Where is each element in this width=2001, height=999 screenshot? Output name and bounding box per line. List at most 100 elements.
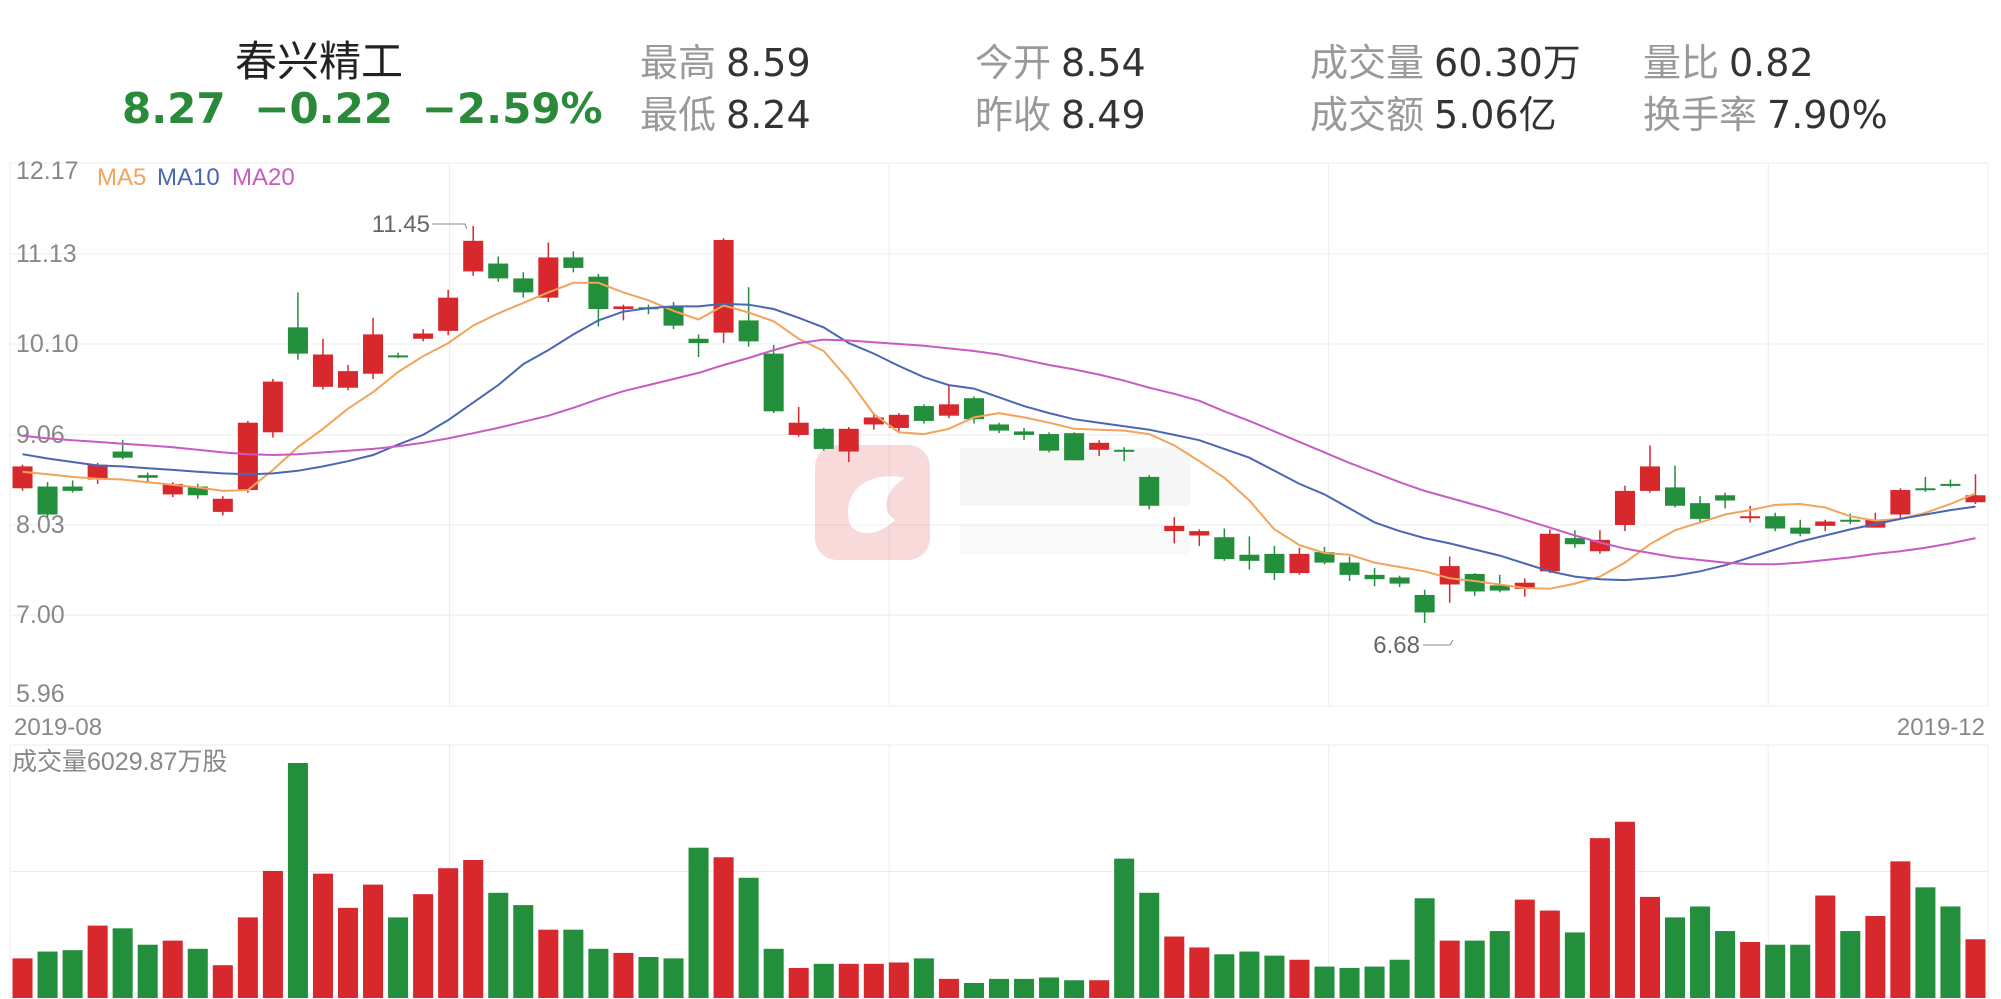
volume-bar	[563, 929, 584, 998]
volume-bar	[1414, 898, 1435, 998]
volume-bar	[162, 940, 183, 998]
volume-bar	[863, 963, 884, 998]
volume-bar	[1264, 955, 1285, 998]
volume-bar	[1489, 931, 1510, 998]
candle-body	[1039, 434, 1060, 451]
stat-value: 8.49	[1061, 93, 1146, 137]
candle	[337, 364, 359, 391]
volume-bar	[1364, 966, 1385, 998]
price-change-percent: −2.59%	[421, 84, 603, 133]
stat-value: 5.06亿	[1434, 93, 1557, 137]
candle-body	[37, 486, 58, 515]
volume-bar	[337, 907, 359, 998]
candle-body	[1715, 495, 1736, 501]
candle-body	[863, 417, 884, 425]
stat-label: 换手率	[1643, 93, 1758, 137]
candle	[1089, 440, 1110, 456]
candle-body	[713, 239, 734, 333]
volume-bar	[1314, 966, 1335, 998]
candle	[813, 427, 834, 451]
watermark-logo	[815, 445, 930, 560]
candle	[863, 413, 884, 430]
candle-body	[613, 306, 634, 310]
candle	[1614, 485, 1635, 532]
volume-bar	[1014, 978, 1035, 998]
volume-bar	[312, 873, 333, 998]
volume-bar	[688, 847, 709, 998]
candle-body	[388, 355, 409, 358]
volume-bar	[1564, 932, 1585, 998]
candle	[763, 344, 784, 414]
candle	[1815, 519, 1836, 532]
volume-bar	[1239, 951, 1260, 998]
volume-bar	[1614, 821, 1635, 998]
candle-body	[1389, 577, 1410, 584]
volume-bar	[1639, 896, 1661, 998]
stat-label: 最低	[640, 93, 717, 137]
candle	[1164, 517, 1185, 544]
volume-bar	[713, 857, 734, 998]
candle	[513, 272, 534, 298]
candle-body	[1539, 533, 1560, 572]
candle-body	[988, 424, 1010, 431]
volume-bar	[212, 965, 233, 998]
volume-layer	[12, 763, 1986, 998]
candle-body	[1239, 554, 1260, 561]
chart-labels: MA5 MA10 MA20 2019-08 2019-12 成交量6029.87…	[12, 164, 1985, 776]
candle-body	[363, 334, 384, 374]
candle-body	[838, 428, 859, 452]
volume-bar	[388, 917, 409, 998]
candle-body	[1189, 531, 1210, 536]
candle-body	[488, 263, 509, 279]
candle	[1464, 573, 1485, 596]
candle	[1039, 432, 1060, 453]
volume-bar	[963, 982, 984, 998]
candle-body	[563, 257, 584, 268]
volume-label: 成交量6029.87万股	[12, 748, 227, 776]
volume-bar	[1790, 944, 1811, 998]
candle	[1414, 589, 1435, 623]
volume-bar	[588, 948, 609, 998]
candle-body	[1414, 594, 1435, 613]
volume-bar	[1039, 977, 1060, 998]
volume-bar	[1064, 980, 1085, 998]
volume-bar	[112, 928, 133, 998]
volume-bar	[62, 950, 83, 998]
price-row: 8.27 −0.22 −2.59%	[122, 84, 617, 133]
volume-bar	[488, 892, 509, 998]
candle-body	[1840, 519, 1861, 522]
candle	[713, 238, 734, 344]
candle	[237, 420, 258, 493]
candle	[1740, 505, 1761, 523]
volume-bar	[438, 868, 459, 998]
volume-bar	[1965, 939, 1986, 998]
candle	[1264, 545, 1285, 581]
candle	[838, 427, 859, 463]
candle	[287, 292, 308, 360]
candle	[1665, 465, 1686, 508]
candle	[438, 289, 459, 336]
candle	[1715, 492, 1736, 509]
candle-body	[1489, 585, 1510, 591]
volume-bar	[638, 957, 659, 998]
candle-body	[1014, 431, 1035, 435]
legend-ma5: MA5	[97, 164, 146, 191]
stat-turnover-rate: 换手率 7.90%	[1643, 84, 1888, 139]
candle-body	[1114, 449, 1135, 452]
volume-bar	[237, 917, 258, 998]
candle-body	[938, 404, 959, 416]
candle-body	[1214, 537, 1235, 560]
min-price-annotation: 6.68	[1373, 632, 1420, 659]
volume-bar	[1339, 967, 1360, 998]
candle-body	[1564, 538, 1585, 545]
stat-high: 最高 8.59	[640, 32, 811, 87]
stat-value: 8.54	[1061, 41, 1146, 85]
watermark-dolphin	[848, 476, 905, 534]
stat-label: 量比	[1643, 41, 1720, 85]
candle-body	[62, 486, 83, 491]
volume-bar	[262, 870, 283, 998]
candle	[1289, 547, 1310, 575]
candle	[1364, 567, 1385, 587]
candle	[1139, 475, 1160, 510]
